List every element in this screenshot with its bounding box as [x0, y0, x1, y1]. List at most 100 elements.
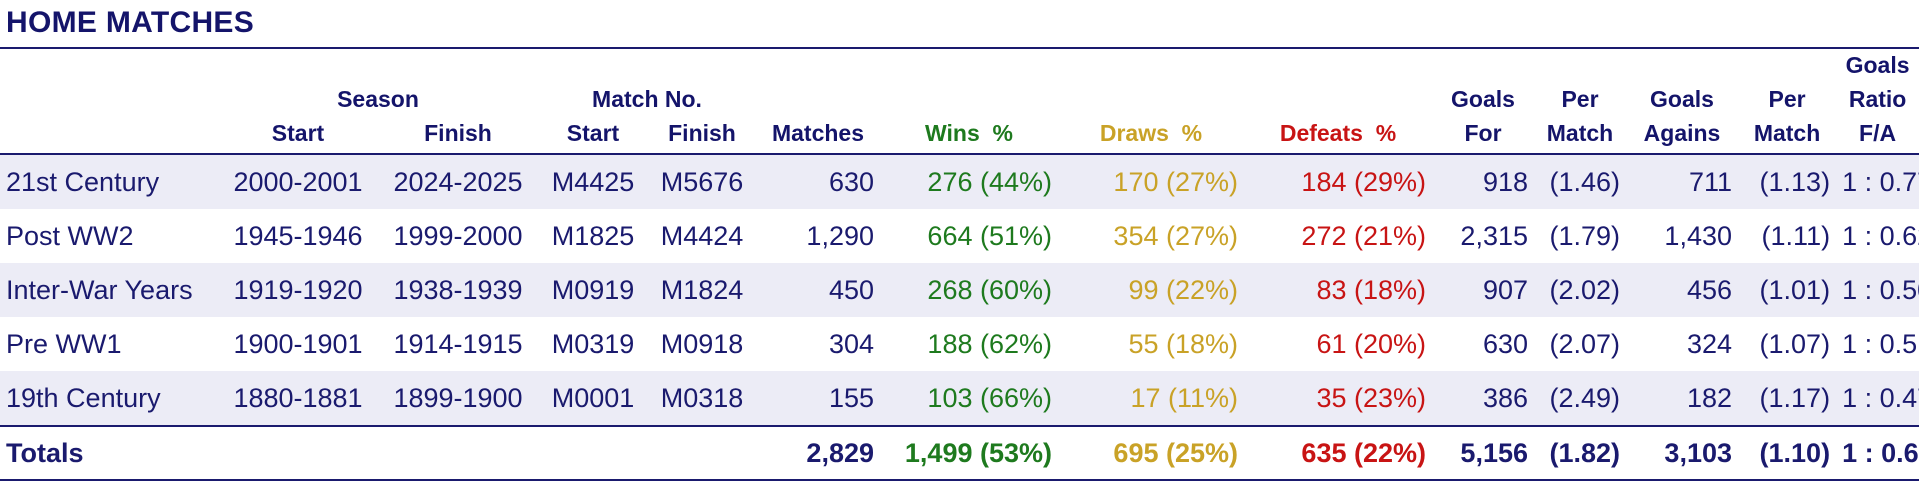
ratio-cell: 1 : 0.50: [1836, 263, 1919, 317]
totals-ratio-cell: 1 : 0.60: [1836, 425, 1919, 481]
era-cell: 21st Century: [0, 154, 218, 209]
wins-cell: 276 (44%): [880, 154, 1058, 209]
match-start-cell: M4425: [538, 154, 648, 209]
era-cell: Post WW2: [6, 220, 134, 251]
table-row: Post WW2 1945-1946 1999-2000 M1825 M4424…: [0, 209, 1919, 263]
matches-cell: 155: [756, 371, 880, 426]
goals-against-cell: 456: [1626, 263, 1738, 317]
header-row-2: Start Finish Start Finish Matches Wins %…: [0, 115, 1919, 155]
header-row-0: Goals: [0, 49, 1919, 81]
totals-goals-for-cell: 5,156: [1432, 425, 1534, 481]
draws-cell: 354 (27%): [1113, 220, 1238, 251]
header-match-finish: Finish: [648, 115, 756, 155]
season-start-cell: 1880-1881: [218, 371, 378, 426]
season-start-cell: 1900-1901: [233, 328, 363, 359]
wins-cell: 664 (51%): [927, 220, 1052, 251]
match-finish-cell: M5676: [648, 154, 756, 209]
season-finish-cell: 1899-1900: [378, 371, 538, 426]
goals-for-cell: 918: [1432, 154, 1534, 209]
header-goals-against-line2: Agains: [1626, 115, 1738, 155]
ga-per-match-cell: (1.13): [1738, 154, 1837, 209]
header-goals-against-line1: Goals: [1650, 86, 1714, 112]
defeats-cell: 184 (29%): [1244, 154, 1432, 209]
defeats-cell: 61 (20%): [1316, 328, 1426, 359]
header-goals-for-line1: Goals: [1451, 86, 1515, 112]
table-row: Pre WW1 1900-1901 1914-1915 M0319 M0918 …: [0, 317, 1919, 371]
draws-cell: 99 (22%): [1058, 263, 1244, 317]
header-season: Season: [337, 86, 419, 112]
title-divider: [0, 47, 1919, 49]
ratio-cell: 1 : 0.77: [1836, 154, 1919, 209]
draws-cell: 55 (18%): [1128, 328, 1238, 359]
season-finish-cell: 1999-2000: [393, 220, 523, 251]
header-match-start: Start: [538, 115, 648, 155]
ratio-cell: 1 : 0.62: [1842, 220, 1919, 251]
matches-cell: 304: [828, 328, 874, 359]
gf-per-match-cell: (2.07): [1549, 328, 1620, 359]
table-row: 21st Century 2000-2001 2024-2025 M4425 M…: [0, 154, 1919, 209]
header-draws: Draws %: [1058, 115, 1244, 155]
header-wins: Wins %: [880, 115, 1058, 155]
era-cell: Inter-War Years: [0, 263, 218, 317]
header-ratio-line1: Goals: [1845, 52, 1910, 78]
gf-per-match-cell: (2.49): [1534, 371, 1626, 426]
totals-goals-against-cell: 3,103: [1626, 425, 1738, 481]
header-row-1: Season Match No. Goals Per Goals Per Rat…: [0, 81, 1919, 115]
season-start-cell: 1919-1920: [218, 263, 378, 317]
defeats-cell: 83 (18%): [1244, 263, 1432, 317]
gf-per-match-cell: (1.46): [1534, 154, 1626, 209]
season-finish-cell: 1938-1939: [378, 263, 538, 317]
totals-matches-cell: 2,829: [756, 425, 880, 481]
goals-for-cell: 630: [1482, 328, 1528, 359]
match-finish-cell: M0918: [660, 328, 744, 359]
ga-per-match-cell: (1.01): [1738, 263, 1837, 317]
goals-for-cell: 907: [1432, 263, 1534, 317]
draws-cell: 17 (11%): [1058, 371, 1244, 426]
season-start-cell: 2000-2001: [218, 154, 378, 209]
table-row: 19th Century 1880-1881 1899-1900 M0001 M…: [0, 371, 1919, 426]
header-defeats: Defeats %: [1244, 115, 1432, 155]
wins-cell: 268 (60%): [880, 263, 1058, 317]
totals-row: Totals 2,829 1,499 (53%) 695 (25%) 635 (…: [0, 425, 1919, 481]
draws-cell: 170 (27%): [1058, 154, 1244, 209]
table-row: Inter-War Years 1919-1920 1938-1939 M091…: [0, 263, 1919, 317]
defeats-cell: 272 (21%): [1301, 220, 1426, 251]
totals-ga-per-match-cell: (1.10): [1738, 425, 1837, 481]
totals-gf-per-match-cell: (1.82): [1534, 425, 1626, 481]
totals-defeats-cell: 635 (22%): [1244, 425, 1432, 481]
header-matches: Matches: [756, 115, 880, 155]
era-cell: 19th Century: [0, 371, 218, 426]
header-ratio-line2: Ratio: [1848, 86, 1907, 112]
header-ratio-line3: F/A: [1836, 115, 1919, 155]
goals-for-cell: 2,315: [1460, 220, 1528, 251]
goals-against-cell: 1,430: [1664, 220, 1732, 251]
matches-cell: 630: [756, 154, 880, 209]
ga-per-match-cell: (1.17): [1738, 371, 1837, 426]
match-start-cell: M0319: [551, 328, 635, 359]
ratio-cell: 1 : 0.51: [1842, 328, 1919, 359]
totals-wins-cell: 1,499 (53%): [880, 425, 1058, 481]
home-matches-table: Goals Season Match No. Goals Per Goals P…: [0, 49, 1919, 481]
match-finish-cell: M1824: [648, 263, 756, 317]
header-season-finish: Finish: [378, 115, 538, 155]
goals-against-cell: 711: [1626, 154, 1738, 209]
wins-cell: 103 (66%): [880, 371, 1058, 426]
match-finish-cell: M0318: [648, 371, 756, 426]
goals-against-cell: 324: [1686, 328, 1732, 359]
header-ga-per-match-line2: Match: [1738, 115, 1837, 155]
match-start-cell: M0919: [538, 263, 648, 317]
header-match-no: Match No.: [592, 86, 702, 112]
defeats-cell: 35 (23%): [1244, 371, 1432, 426]
wins-cell: 188 (62%): [927, 328, 1052, 359]
matches-cell: 1,290: [806, 220, 874, 251]
season-finish-cell: 1914-1915: [393, 328, 523, 359]
matches-cell: 450: [756, 263, 880, 317]
totals-label: Totals: [0, 425, 218, 481]
ga-per-match-cell: (1.11): [1761, 220, 1831, 251]
ratio-cell: 1 : 0.47: [1836, 371, 1919, 426]
match-start-cell: M1825: [551, 220, 635, 251]
header-gf-per-match-line2: Match: [1534, 115, 1626, 155]
goals-for-cell: 386: [1432, 371, 1534, 426]
header-goals-for-line2: For: [1432, 115, 1534, 155]
